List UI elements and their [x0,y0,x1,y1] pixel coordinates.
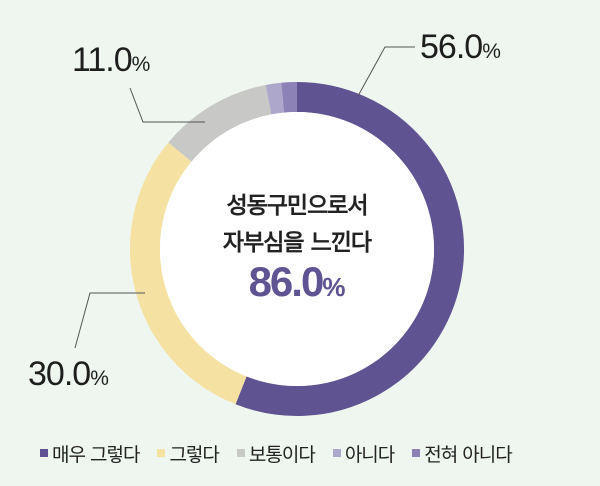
legend-label: 전혀 아니다 [424,443,512,466]
legend: 매우 그렇다 그렇다 보통이다 아니다 전혀 아니다 [40,440,530,466]
center-title-line2: 자부심을 느낀다 [222,230,372,256]
legend-item-agree: 그렇다 [157,440,220,467]
data-label-value: 56.0 [420,28,483,66]
leader-line-very-agree [357,46,415,97]
data-label-agree: 30.0% [28,355,109,394]
center-value-number: 86.0 [248,258,325,305]
legend-label: 매우 그렇다 [52,443,140,466]
center-title-line1: 성동구민으로서 [226,193,368,219]
legend-item-neutral: 보통이다 [236,440,316,467]
legend-item-very-agree: 매우 그렇다 [40,440,140,467]
donut-segment [265,82,285,115]
donut-hole [160,112,434,386]
legend-swatch-icon [157,449,166,457]
legend-label: 아니다 [344,443,395,466]
center-value: 86.0% [197,258,397,306]
leader-line-neutral [129,87,205,123]
data-label-very-agree: 56.0% [420,28,501,67]
data-label-value: 11.0 [72,41,133,79]
data-label-unit: % [482,40,501,63]
legend-label: 그렇다 [169,443,219,466]
donut-segment [281,82,298,113]
legend-swatch-icon [40,449,48,457]
legend-item-strongly-disagree: 전혀 아니다 [412,440,513,467]
center-value-unit: % [322,272,346,302]
legend-swatch-icon [412,449,421,457]
legend-item-disagree: 아니다 [332,440,395,467]
data-label-unit: % [90,367,109,390]
data-label-unit: % [131,53,151,76]
donut-segment [235,82,464,416]
donut-segment [168,84,272,162]
legend-label: 보통이다 [248,443,316,466]
donut-segment [130,142,247,405]
legend-swatch-icon [236,449,245,457]
leader-line-agree [74,292,145,349]
legend-swatch-icon [332,449,341,457]
donut-segments [130,82,464,416]
data-label-value: 30.0 [28,355,91,393]
data-label-neutral: 11.0% [72,41,150,80]
